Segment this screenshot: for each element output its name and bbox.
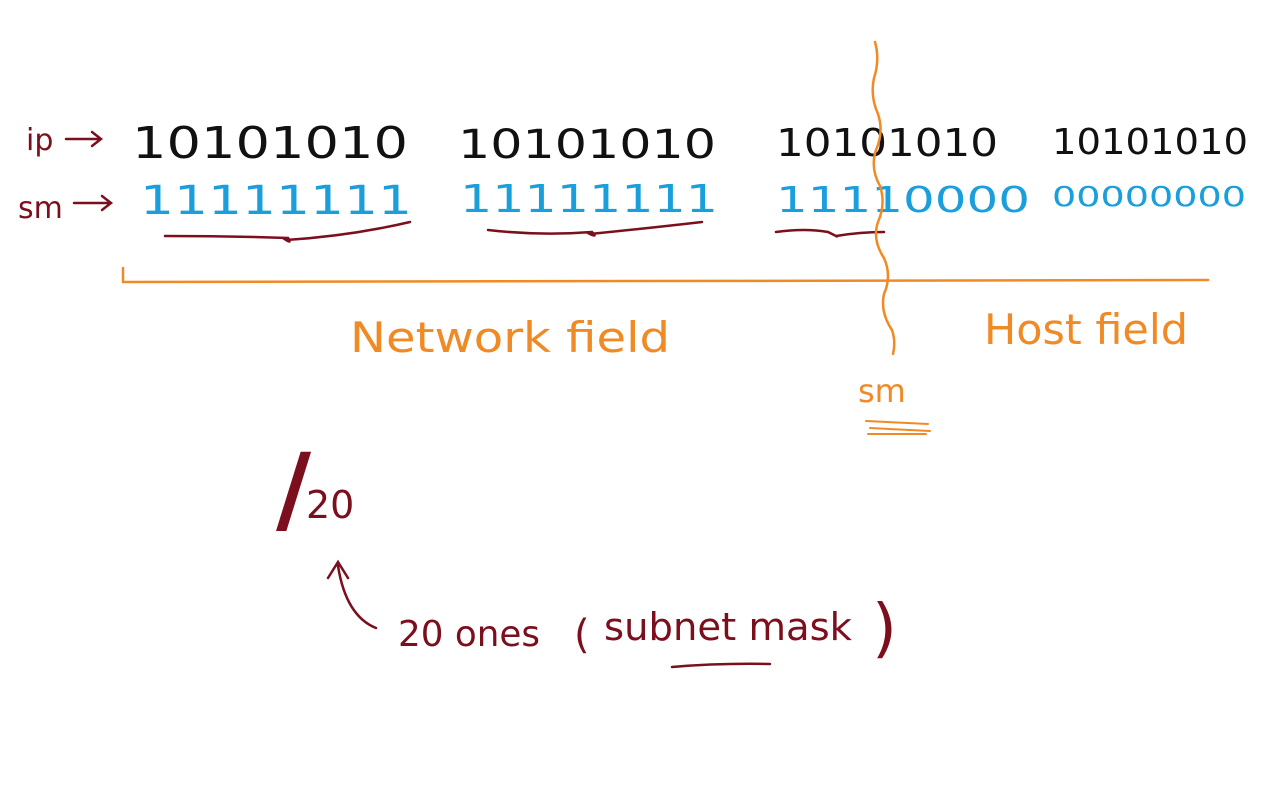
- ip-octet-3: 10101010: [776, 121, 998, 165]
- note-open-paren: (: [574, 612, 590, 658]
- brace-octet-1: [163, 220, 412, 243]
- cidr-slash: /: [276, 433, 312, 545]
- ip-row-label: ip: [26, 123, 53, 158]
- ip-row-arrow: [64, 130, 104, 148]
- sm-row-arrow: [72, 194, 114, 212]
- host-field-label: Host field: [984, 305, 1188, 354]
- divider-sm-label: sm: [858, 372, 906, 410]
- mask-octet-2: 11111111: [460, 177, 718, 221]
- cidr-prefix: 20: [306, 483, 354, 527]
- note-close-paren: ): [872, 592, 897, 666]
- network-field-label: Network field: [350, 313, 670, 362]
- note-arrow: [326, 559, 378, 630]
- sm-row-label: sm: [18, 191, 63, 226]
- field-span-line: [121, 266, 1210, 284]
- ip-octet-2: 10101010: [458, 122, 716, 168]
- note-subnet-mask: subnet mask: [604, 605, 852, 649]
- note-ones: 20 ones: [398, 614, 540, 655]
- network-host-divider: [871, 40, 896, 356]
- mask-octet-4: 00000000: [1052, 180, 1246, 213]
- ip-octet-4: 10101010: [1052, 122, 1248, 163]
- mask-octet-1: 11111111: [140, 178, 412, 224]
- brace-octet-2: [486, 220, 704, 237]
- brace-octet-3: [774, 228, 886, 238]
- divider-sm-underline: [865, 420, 931, 435]
- note-underline: [670, 662, 772, 669]
- ip-octet-1: 10101010: [132, 118, 408, 169]
- mask-octet-3: 11110000: [776, 180, 1030, 221]
